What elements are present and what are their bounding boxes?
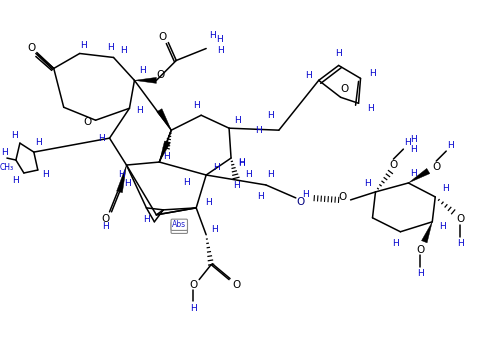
Text: H: H xyxy=(439,222,446,231)
Text: H: H xyxy=(216,35,222,44)
Text: O: O xyxy=(432,162,440,172)
Text: O: O xyxy=(340,84,348,94)
Text: H: H xyxy=(447,141,454,150)
Text: H: H xyxy=(136,106,143,115)
Text: H: H xyxy=(369,69,376,78)
Text: CH₃: CH₃ xyxy=(0,163,14,171)
Text: O: O xyxy=(456,214,464,224)
Text: H: H xyxy=(120,46,127,55)
Text: H: H xyxy=(139,66,146,75)
Text: Abs: Abs xyxy=(172,220,186,229)
Text: H: H xyxy=(36,138,42,147)
Text: O: O xyxy=(189,280,198,290)
Text: H: H xyxy=(256,126,262,135)
Text: H: H xyxy=(238,158,244,168)
Text: O: O xyxy=(28,43,36,52)
Text: H: H xyxy=(98,134,105,143)
Text: H: H xyxy=(234,116,240,125)
Text: H: H xyxy=(80,41,87,50)
Polygon shape xyxy=(422,222,432,243)
Text: Abs: Abs xyxy=(172,223,186,232)
Text: H: H xyxy=(246,171,252,179)
Polygon shape xyxy=(116,165,126,193)
Polygon shape xyxy=(134,77,156,83)
Text: H: H xyxy=(268,171,274,179)
Text: H: H xyxy=(212,163,220,171)
Text: H: H xyxy=(404,138,410,147)
Text: O: O xyxy=(338,192,346,202)
Polygon shape xyxy=(157,109,172,130)
Text: H: H xyxy=(193,101,200,110)
Text: H: H xyxy=(107,43,114,52)
Text: H: H xyxy=(364,179,371,188)
Text: H: H xyxy=(143,215,150,224)
Text: H: H xyxy=(410,135,416,144)
Polygon shape xyxy=(408,169,430,183)
Text: H: H xyxy=(410,144,416,154)
Text: O: O xyxy=(296,197,305,207)
Text: H: H xyxy=(268,111,274,120)
Polygon shape xyxy=(160,141,170,162)
Text: H: H xyxy=(102,222,109,231)
Text: O: O xyxy=(156,70,164,80)
Text: H: H xyxy=(238,157,244,166)
Text: H: H xyxy=(163,151,170,161)
Text: O: O xyxy=(232,280,240,290)
Text: H: H xyxy=(190,304,196,313)
Text: H: H xyxy=(258,192,264,201)
Text: H: H xyxy=(302,191,309,199)
Text: O: O xyxy=(390,160,398,170)
Text: O: O xyxy=(102,214,110,224)
Text: H: H xyxy=(417,269,424,278)
Text: H: H xyxy=(12,177,20,185)
Text: O: O xyxy=(416,245,424,255)
Text: H: H xyxy=(442,184,448,193)
Text: H: H xyxy=(2,148,8,157)
Text: H: H xyxy=(336,49,342,58)
Text: H: H xyxy=(42,171,49,179)
Text: H: H xyxy=(367,104,374,113)
Text: H: H xyxy=(410,169,416,178)
Text: H: H xyxy=(124,179,131,188)
Text: O: O xyxy=(84,117,92,127)
Text: H: H xyxy=(209,31,216,40)
Text: H: H xyxy=(205,198,212,207)
Text: H: H xyxy=(216,46,224,55)
Text: H: H xyxy=(211,225,218,234)
Text: H: H xyxy=(457,239,464,248)
Text: H: H xyxy=(232,181,239,191)
Text: H: H xyxy=(306,71,312,80)
Text: H: H xyxy=(183,178,190,187)
Text: O: O xyxy=(158,31,166,42)
Text: H: H xyxy=(118,171,125,179)
Text: H: H xyxy=(12,131,18,140)
Text: H: H xyxy=(392,239,399,248)
